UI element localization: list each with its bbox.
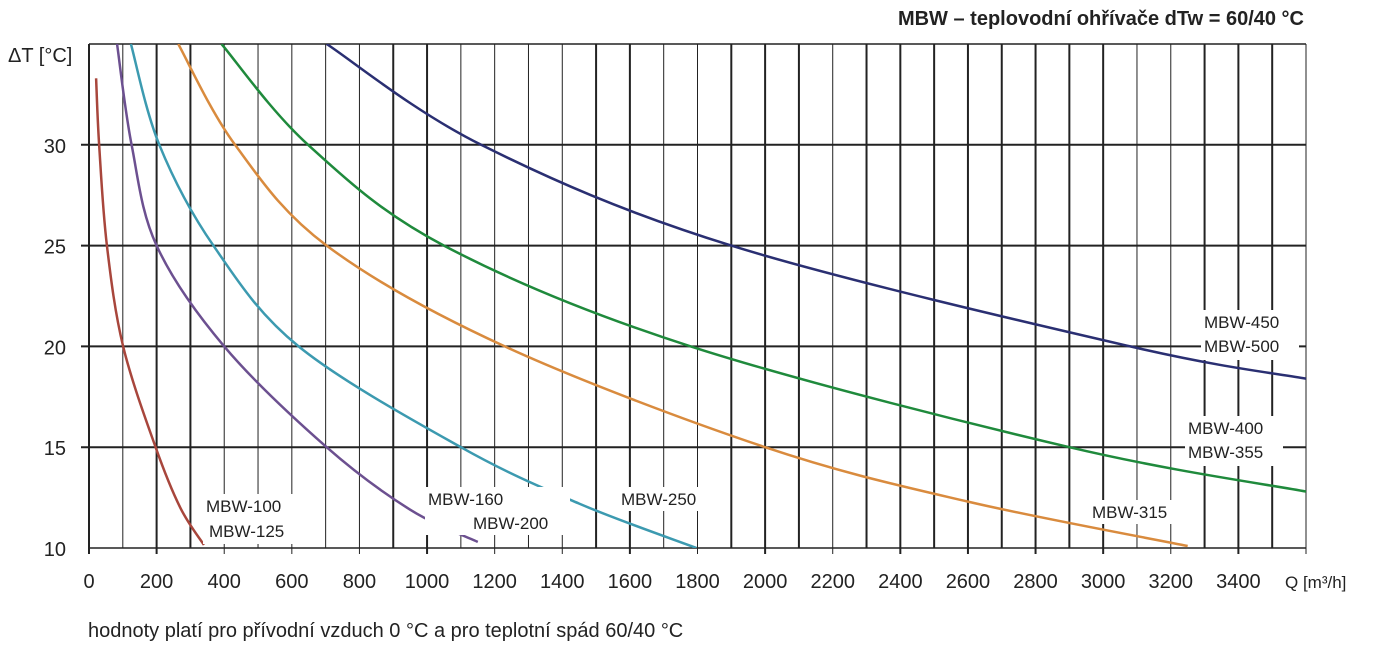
x-tick-label: 1600 [608, 571, 653, 593]
x-tick-label: 1800 [675, 571, 720, 593]
series-curve [94, 78, 205, 546]
chart-title: MBW – teplovodní ohřívače dTw = 60/40 °C [898, 8, 1304, 30]
curves [94, 44, 1306, 548]
series-curve [177, 44, 1188, 548]
y-tick-label: 20 [44, 337, 66, 359]
x-tick-label: 600 [275, 571, 308, 593]
series-curve [325, 44, 1306, 380]
label-mbw-160-200: MBW-160 MBW-200 [425, 487, 570, 535]
x-tick-label: 3200 [1149, 571, 1194, 593]
x-tick-label: 1400 [540, 571, 585, 593]
label-mbw-400-355: MBW-400 MBW-355 [1185, 416, 1283, 466]
svg-text:MBW-250: MBW-250 [621, 490, 696, 509]
svg-text:MBW-100: MBW-100 [206, 497, 281, 516]
footnote: hodnoty platí pro přívodní vzduch 0 °C a… [88, 620, 683, 642]
series-curve [115, 44, 479, 544]
svg-text:MBW-125: MBW-125 [209, 522, 284, 541]
x-tick-label: 2000 [743, 571, 788, 593]
svg-text:MBW-315: MBW-315 [1092, 503, 1167, 522]
x-tick-label: 2400 [878, 571, 923, 593]
label-mbw-250: MBW-250 [618, 487, 714, 511]
x-tick-label: 3000 [1081, 571, 1126, 593]
y-axis-label: ΔT [°C] [8, 45, 72, 67]
y-tick-label: 25 [44, 237, 66, 259]
series-curve [220, 44, 1306, 493]
label-mbw-450-500: MBW-450 MBW-500 [1201, 310, 1299, 360]
svg-text:MBW-200: MBW-200 [473, 514, 548, 533]
svg-text:MBW-355: MBW-355 [1188, 443, 1263, 462]
svg-text:MBW-450: MBW-450 [1204, 313, 1279, 332]
x-tick-label: 0 [83, 571, 94, 593]
svg-text:MBW-160: MBW-160 [428, 490, 503, 509]
label-mbw-100-125: MBW-100 MBW-125 [203, 494, 303, 544]
x-tick-label: 2800 [1013, 571, 1058, 593]
x-tick-label: 2600 [946, 571, 991, 593]
x-tick-label: 200 [140, 571, 173, 593]
x-tick-label: 3400 [1216, 571, 1261, 593]
x-tick-label: 800 [343, 571, 376, 593]
y-tick-label: 10 [44, 539, 66, 561]
svg-text:MBW-400: MBW-400 [1188, 419, 1263, 438]
x-axis-label: Q [m³/h] [1285, 573, 1346, 592]
series-curve [129, 44, 697, 548]
svg-text:MBW-500: MBW-500 [1204, 337, 1279, 356]
y-tick-label: 30 [44, 136, 66, 158]
x-tick-label: 400 [208, 571, 241, 593]
x-tick-label: 1200 [472, 571, 517, 593]
series-labels: MBW-100 MBW-125 MBW-160 MBW-200 MBW-250 … [203, 310, 1299, 544]
label-mbw-315: MBW-315 [1089, 500, 1187, 524]
y-tick-label: 15 [44, 438, 66, 460]
x-tick-label: 1000 [405, 571, 450, 593]
x-tick-label: 2200 [810, 571, 855, 593]
